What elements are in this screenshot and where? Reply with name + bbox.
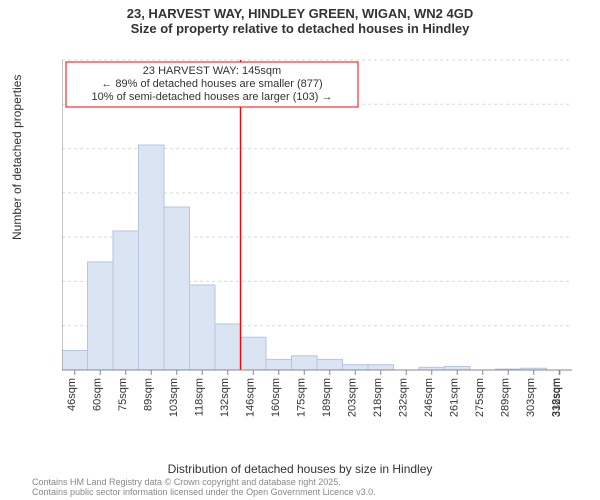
x-tick-label: 261sqm bbox=[448, 378, 460, 417]
x-tick-label: 203sqm bbox=[346, 378, 358, 417]
histogram-bar bbox=[88, 262, 114, 370]
annotation-line: 23 HARVEST WAY: 145sqm bbox=[143, 65, 281, 77]
histogram-bar bbox=[215, 324, 241, 370]
x-tick-label: 103sqm bbox=[168, 378, 180, 417]
histogram-bar bbox=[343, 365, 369, 370]
x-tick-label: 132sqm bbox=[219, 378, 231, 417]
annotation-line: 10% of semi-detached houses are larger (… bbox=[92, 91, 333, 103]
histogram-bar bbox=[368, 365, 394, 370]
x-tick-label: 303sqm bbox=[525, 378, 537, 417]
annotation-line: ← 89% of detached houses are smaller (87… bbox=[101, 78, 322, 90]
x-tick-label: 246sqm bbox=[423, 378, 435, 417]
histogram-bar bbox=[292, 356, 318, 370]
histogram-bar bbox=[317, 359, 343, 370]
x-tick-label: 60sqm bbox=[91, 378, 103, 411]
chart-title-sub: Size of property relative to detached ho… bbox=[0, 21, 600, 36]
chart-title-main: 23, HARVEST WAY, HINDLEY GREEN, WIGAN, W… bbox=[0, 0, 600, 21]
x-tick-label: 46sqm bbox=[66, 378, 78, 411]
histogram-bar bbox=[241, 337, 267, 370]
x-tick-label: 218sqm bbox=[372, 378, 384, 417]
x-tick-label: 89sqm bbox=[142, 378, 154, 411]
x-tick-label: 275sqm bbox=[474, 378, 486, 417]
x-tick-label: 189sqm bbox=[321, 378, 333, 417]
histogram-bar bbox=[445, 366, 471, 370]
x-tick-label: 75sqm bbox=[117, 378, 129, 411]
x-axis-label: Distribution of detached houses by size … bbox=[0, 462, 600, 476]
histogram-bar bbox=[190, 285, 216, 370]
footer-attribution: Contains HM Land Registry data © Crown c… bbox=[32, 478, 376, 498]
histogram-bar bbox=[164, 207, 190, 370]
histogram-bar bbox=[62, 351, 88, 370]
x-tick-label: 175sqm bbox=[295, 378, 307, 417]
histogram-bar bbox=[139, 145, 165, 370]
histogram-bar bbox=[266, 359, 292, 370]
y-axis-label: Number of detached properties bbox=[10, 75, 24, 240]
footer-line2: Contains public sector information licen… bbox=[32, 488, 376, 498]
x-tick-label: 332sqm bbox=[551, 378, 563, 417]
x-tick-label: 160sqm bbox=[270, 378, 282, 417]
x-tick-label: 289sqm bbox=[499, 378, 511, 417]
x-tick-label: 232sqm bbox=[397, 378, 409, 417]
histogram-bar bbox=[113, 231, 139, 370]
histogram-plot: 050100150200250300350 46sqm60sqm75sqm89s… bbox=[62, 50, 572, 430]
chart-container: 23, HARVEST WAY, HINDLEY GREEN, WIGAN, W… bbox=[0, 0, 600, 500]
x-tick-label: 118sqm bbox=[193, 378, 205, 416]
x-tick-label: 146sqm bbox=[244, 378, 256, 417]
